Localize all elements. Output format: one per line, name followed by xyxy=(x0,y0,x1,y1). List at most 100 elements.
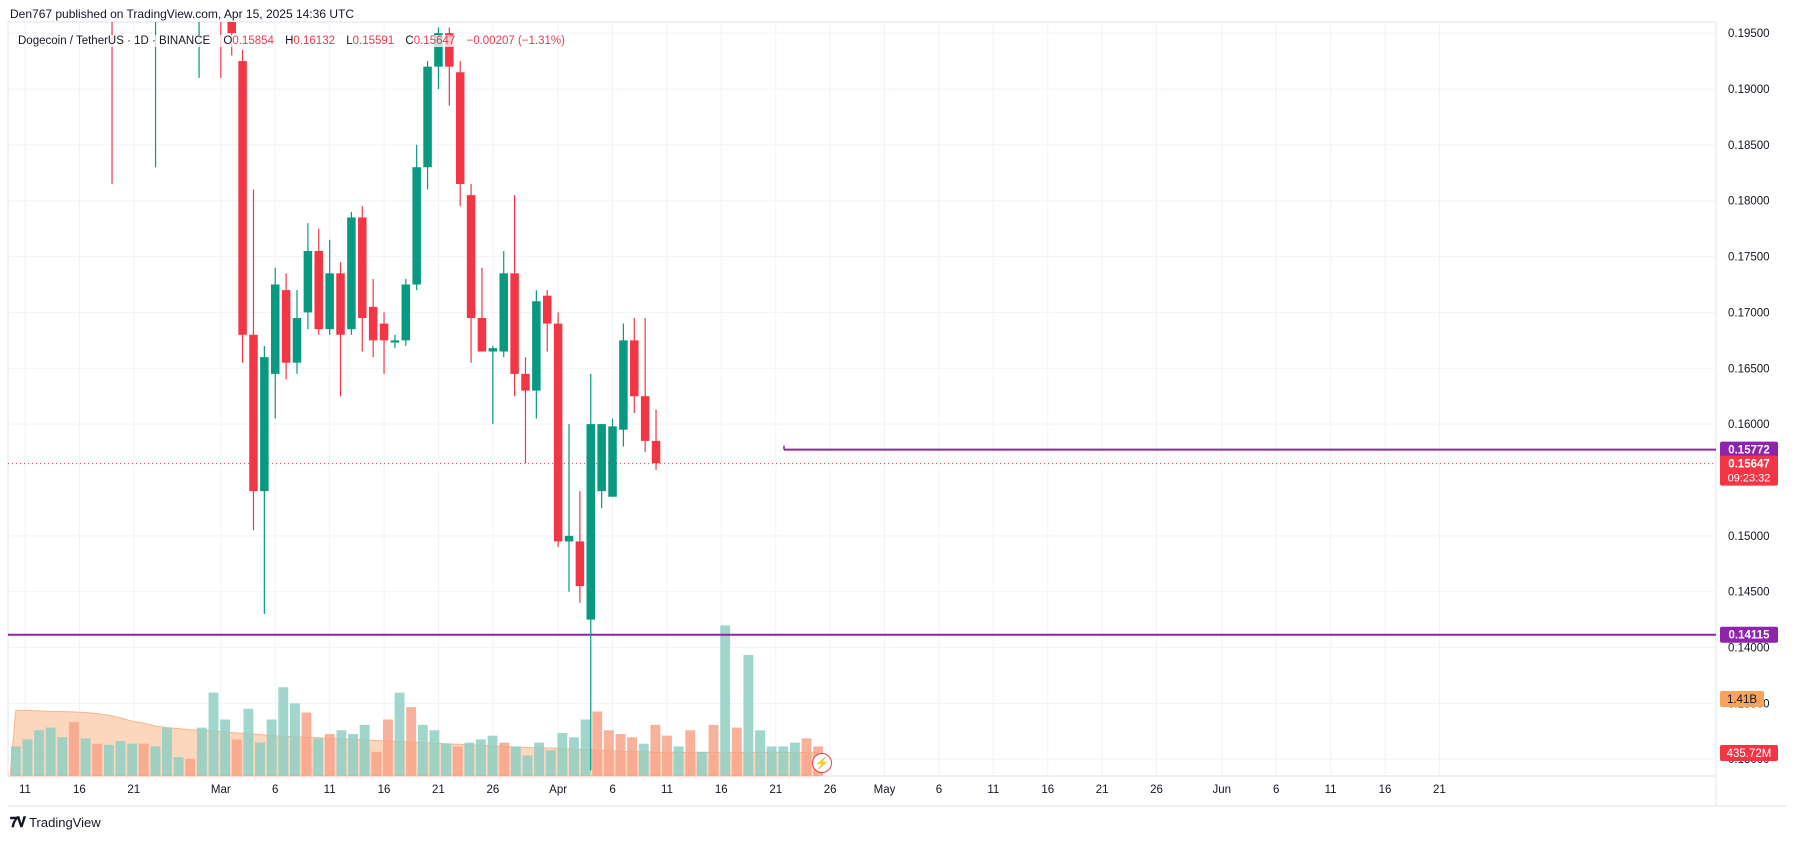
x-tick-label: Apr xyxy=(549,784,567,796)
volume-bar xyxy=(162,727,172,776)
y-tick-label: 0.14000 xyxy=(1728,643,1770,655)
candle-body xyxy=(651,440,661,464)
volume-bar xyxy=(673,746,684,776)
volume-bar xyxy=(92,743,103,776)
y-tick-label: 0.16000 xyxy=(1728,419,1770,431)
x-tick-label: 6 xyxy=(272,784,278,796)
candle-body xyxy=(270,284,280,374)
brand-label: TradingView xyxy=(29,815,101,830)
candle-body xyxy=(292,318,302,363)
last-price-tag xyxy=(1720,455,1778,486)
open-value: 0.15854 xyxy=(232,35,274,47)
volume-bar xyxy=(696,751,707,776)
candle-body xyxy=(586,424,596,620)
level-price-label: 0.14115 xyxy=(1729,630,1771,642)
candle-body xyxy=(423,66,432,168)
volume-bar xyxy=(627,737,638,776)
volume-bar xyxy=(592,711,603,776)
candle-body xyxy=(238,61,247,335)
volume-bar xyxy=(569,737,579,776)
published-line: Den767 published on TradingView.com, Apr… xyxy=(10,7,355,21)
x-tick-label: 11 xyxy=(324,784,336,796)
y-tick-label: 0.14500 xyxy=(1728,587,1770,599)
volume-bar xyxy=(557,732,568,776)
volume-bar xyxy=(441,743,452,776)
volume-bar xyxy=(743,654,754,776)
x-tick-label: Jun xyxy=(1213,784,1232,796)
candle-body xyxy=(630,340,639,397)
candle-body xyxy=(521,373,530,391)
volume-bar xyxy=(289,703,300,776)
x-tick-label: 16 xyxy=(73,784,86,796)
volume-bar xyxy=(138,743,149,776)
x-tick-label: 6 xyxy=(1273,784,1279,796)
volume-bar xyxy=(720,625,731,776)
volume-last-label: 435.72M xyxy=(1727,748,1772,760)
y-tick-label: 0.19500 xyxy=(1728,28,1770,40)
volume-bar xyxy=(103,744,114,776)
volume-bar xyxy=(766,746,777,776)
candle-body xyxy=(619,340,628,430)
volume-bar xyxy=(301,712,312,776)
high-value: 0.16132 xyxy=(293,35,335,47)
volume-bar xyxy=(778,746,789,776)
volume-ma-tag xyxy=(1720,691,1764,707)
x-tick-label: 26 xyxy=(824,784,837,796)
volume-bar xyxy=(359,724,370,776)
volume-bar xyxy=(499,742,510,776)
x-tick-label: 21 xyxy=(1433,784,1446,796)
volume-bar xyxy=(34,730,45,776)
y-tick-label: 0.17000 xyxy=(1728,307,1770,319)
close-label: C xyxy=(405,35,414,47)
candle-body xyxy=(445,33,454,67)
tradingview-logo[interactable]: 𝟕𝐕 TradingView xyxy=(10,814,101,831)
x-tick-label: 16 xyxy=(1041,784,1054,796)
volume-bar xyxy=(127,743,138,776)
volume-bar xyxy=(662,735,672,776)
volume-bar xyxy=(324,734,335,776)
lightning-icon[interactable]: ⚡ xyxy=(812,753,832,773)
volume-bar xyxy=(231,739,242,776)
x-tick-label: 26 xyxy=(486,784,499,796)
volume-bar xyxy=(45,727,56,776)
symbol-name: Dogecoin / TetherUS · 1D · BINANCE xyxy=(18,35,211,47)
volume-bar xyxy=(755,730,765,776)
volume-bar xyxy=(510,746,521,776)
change-value: −0.00207 (−1.31%) xyxy=(466,35,565,47)
level-price-tag xyxy=(1720,626,1778,643)
candle-body xyxy=(434,33,443,67)
volume-bar xyxy=(10,746,21,776)
volume-bar xyxy=(429,730,440,776)
x-tick-label: 11 xyxy=(1325,784,1337,796)
x-tick-label: 11 xyxy=(661,784,673,796)
candle-body xyxy=(401,284,411,341)
low-label: L xyxy=(346,35,353,47)
open-label: O xyxy=(223,35,233,47)
volume-bar xyxy=(196,727,207,776)
x-tick-label: 16 xyxy=(715,784,728,796)
volume-bar xyxy=(243,708,254,776)
candle-body xyxy=(575,541,585,587)
volume-bar xyxy=(487,735,498,776)
candle-body xyxy=(379,323,389,341)
volume-bar xyxy=(382,719,393,776)
volume-bar xyxy=(57,737,68,776)
volume-bar xyxy=(534,742,545,776)
volume-bar xyxy=(22,739,33,776)
volume-bar xyxy=(313,738,324,776)
symbol-legend: Dogecoin / TetherUS · 1D · BINANCE O0.15… xyxy=(18,35,573,47)
volume-bar xyxy=(801,738,812,776)
volume-bar xyxy=(255,742,265,776)
volume-bar xyxy=(638,743,649,776)
x-tick-label: Mar xyxy=(211,784,231,796)
x-tick-label: 26 xyxy=(1150,784,1163,796)
candle-body xyxy=(281,290,291,363)
candle-body xyxy=(358,217,367,319)
candle-body xyxy=(532,301,541,391)
volume-bar xyxy=(348,734,358,776)
volume-bar xyxy=(185,758,196,776)
low-value: 0.15591 xyxy=(352,35,395,47)
last-price-label: 0.15647 xyxy=(1728,459,1770,471)
